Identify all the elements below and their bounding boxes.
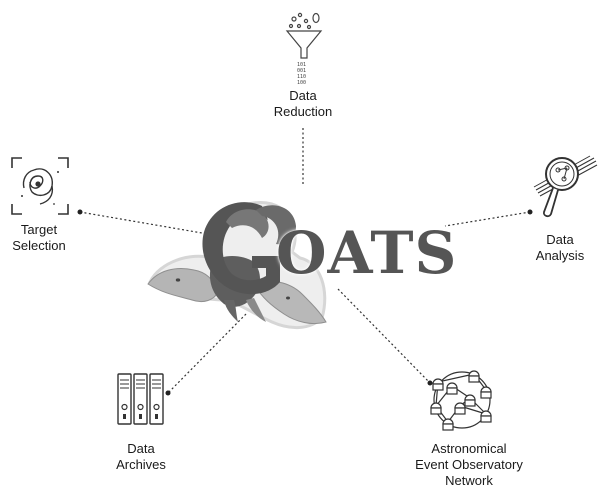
connector-analysis	[444, 211, 531, 227]
node-label: Network	[445, 473, 493, 488]
svg-text:110: 110	[297, 74, 306, 80]
svg-text:101: 101	[297, 62, 306, 68]
node-label: Data	[127, 441, 155, 456]
node-label: Target	[20, 222, 58, 237]
logo-text: OATS	[276, 219, 458, 287]
node-label: Archives	[116, 457, 166, 472]
svg-text:001: 001	[297, 68, 306, 74]
node-observatory-network: Astronomical Event Observatory Network	[394, 441, 544, 489]
node-label: Analysis	[535, 248, 585, 263]
node-data-analysis: Data Analysis	[515, 232, 605, 264]
connector-dot-analysis	[527, 209, 533, 215]
connector-dot-target	[77, 209, 83, 215]
node-data-archives: Data Archives	[96, 441, 186, 473]
svg-text:100: 100	[297, 80, 306, 86]
connector-dot-network	[427, 380, 433, 386]
node-target-selection: Target Selection	[0, 222, 84, 254]
node-label: Data	[289, 88, 317, 103]
observatory-domes	[430, 370, 492, 431]
node-label: Reduction	[273, 104, 333, 119]
connector-network	[337, 288, 431, 384]
connector-archives	[167, 313, 247, 394]
node-label: Astronomical	[431, 441, 507, 456]
node-label: Event Observatory	[415, 457, 523, 472]
connector-dot-archives	[165, 390, 171, 396]
node-label: Data	[546, 232, 574, 247]
node-label: Selection	[12, 238, 66, 253]
node-data-reduction: Data Reduction	[253, 88, 353, 120]
